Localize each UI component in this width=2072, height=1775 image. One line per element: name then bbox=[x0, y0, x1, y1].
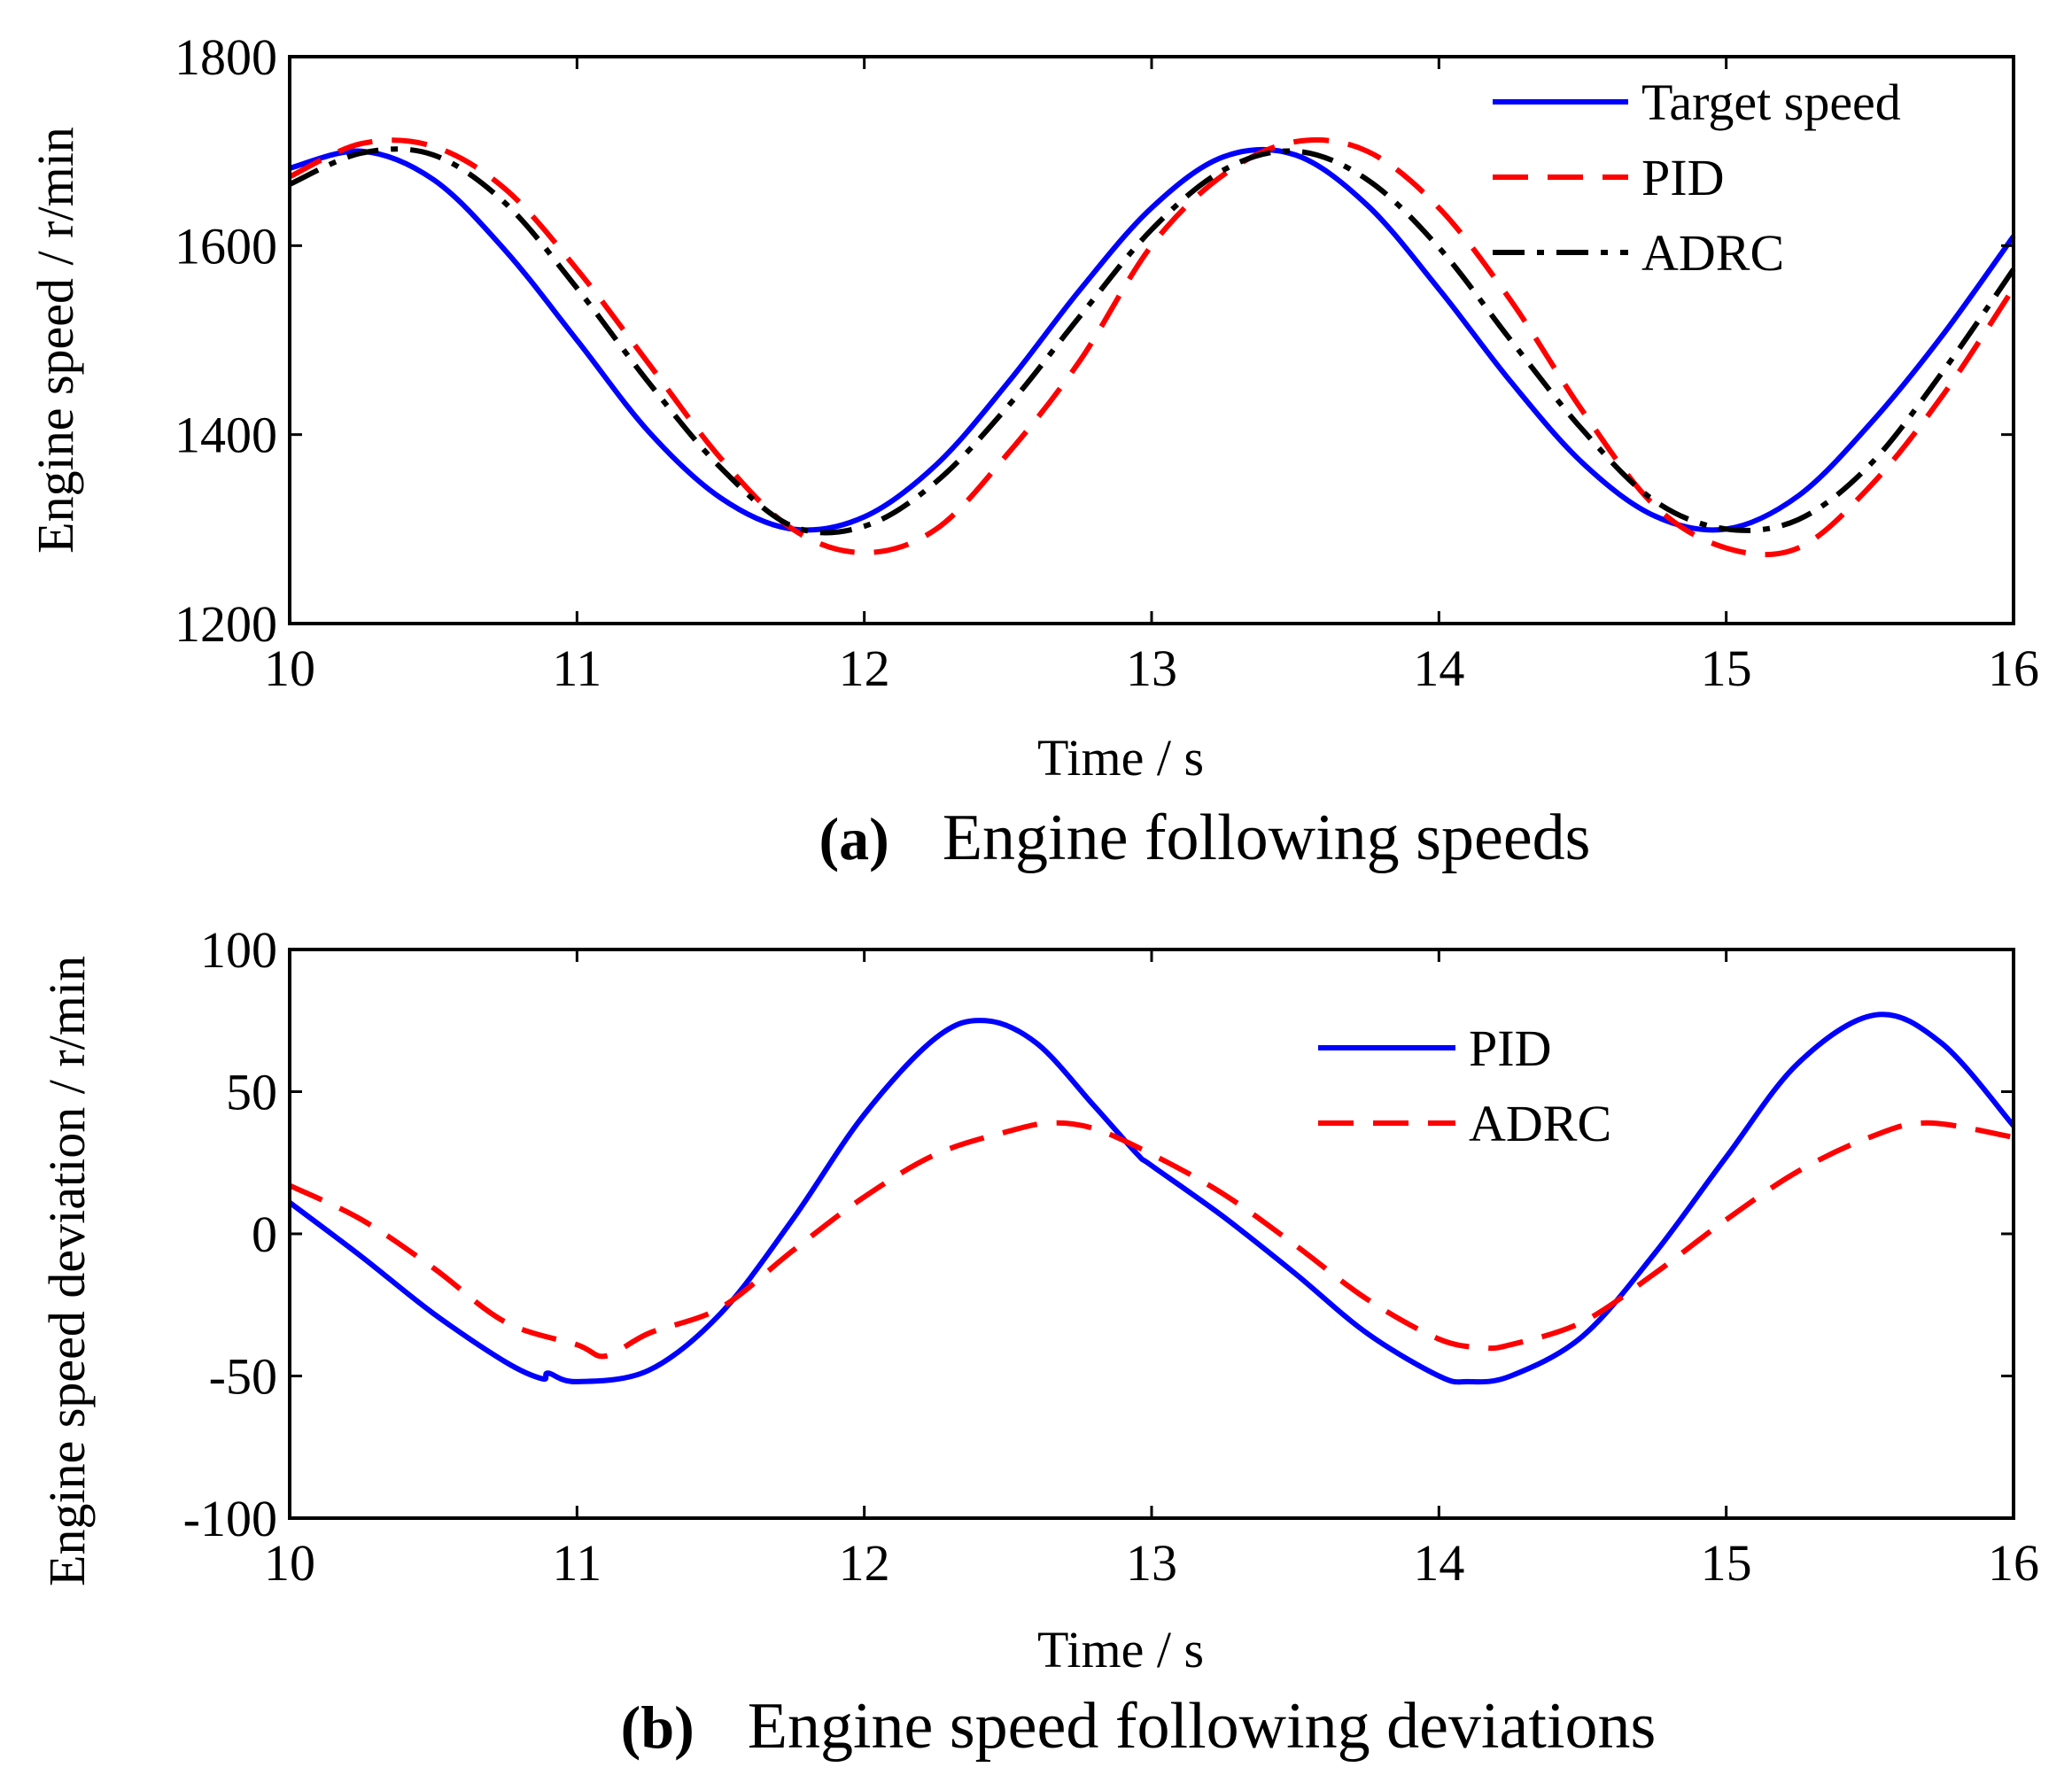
series-line-pid bbox=[288, 137, 2016, 558]
y-tick-label: -50 bbox=[209, 1348, 277, 1406]
x-tick-label: 13 bbox=[1126, 639, 1177, 697]
panel-b-caption-text: Engine speed following deviations bbox=[748, 1690, 1657, 1763]
y-tick-label: -100 bbox=[183, 1490, 277, 1547]
x-tick-label: 14 bbox=[1413, 639, 1464, 697]
x-tick-label: 12 bbox=[839, 1534, 890, 1592]
legend-label-pid: PID bbox=[1641, 149, 1724, 206]
legend-label-adrc: ADRC bbox=[1641, 224, 1784, 282]
x-tick-label: 13 bbox=[1126, 1534, 1177, 1592]
y-tick-label: 1200 bbox=[175, 595, 277, 653]
y-tick-label: 0 bbox=[252, 1205, 277, 1263]
legend-label-adrc-b: ADRC bbox=[1469, 1095, 1611, 1152]
x-tick-label: 11 bbox=[552, 1534, 601, 1592]
panel-a-caption-text: Engine following speeds bbox=[943, 802, 1591, 874]
y-tick-label: 1800 bbox=[175, 28, 277, 86]
panel-a-caption-letter: (a) bbox=[819, 805, 889, 872]
panel-b-x-axis-label: Time / s bbox=[1037, 1621, 1204, 1678]
x-tick-label: 14 bbox=[1413, 1534, 1464, 1592]
legend-label-target-speed: Target speed bbox=[1641, 74, 1901, 131]
panel-b-plot-frame bbox=[288, 948, 2015, 1520]
panel-a-legend: Target speed PID ADRC bbox=[1493, 74, 1901, 282]
y-tick-label: 1600 bbox=[175, 217, 277, 275]
x-tick-label: 12 bbox=[839, 639, 890, 697]
x-tick-label: 11 bbox=[552, 639, 601, 697]
series-line-target-speed bbox=[289, 146, 2016, 533]
x-tick-label: 16 bbox=[1988, 1534, 2039, 1592]
y-tick-label: 50 bbox=[226, 1064, 277, 1121]
panel-a-caption: (a) Engine following speeds bbox=[819, 802, 1591, 874]
panel-b-series-group bbox=[288, 1012, 2016, 1385]
legend-label-pid-b: PID bbox=[1469, 1019, 1551, 1077]
series-line-adrc bbox=[288, 1120, 2014, 1360]
x-tick-label: 10 bbox=[264, 1534, 315, 1592]
y-tick-label: 1400 bbox=[175, 407, 277, 464]
y-tick-label: 100 bbox=[200, 921, 277, 979]
panel-a-x-axis-label: Time / s bbox=[1037, 729, 1204, 787]
panel-b-deviations: 10 11 12 13 14 15 16 -100 -50 0 50 100 Time / s Eng… bbox=[38, 921, 2039, 1763]
panel-b-caption: (b) Engine speed following deviations bbox=[621, 1690, 1657, 1763]
series-line-pid bbox=[288, 1012, 2016, 1385]
panel-a-ticks: 10 11 12 13 14 15 16 1200 1400 1600 1800 bbox=[175, 28, 2039, 697]
panel-a-series-group bbox=[288, 137, 2016, 558]
x-tick-label: 10 bbox=[264, 639, 315, 697]
panel-a-plot-frame bbox=[288, 55, 2015, 625]
x-tick-label: 15 bbox=[1701, 1534, 1752, 1592]
x-tick-label: 16 bbox=[1988, 639, 2039, 697]
series-line-adrc bbox=[288, 146, 2016, 536]
panel-b-ticks: 10 11 12 13 14 15 16 -100 -50 0 50 100 bbox=[183, 921, 2039, 1592]
x-tick-label: 15 bbox=[1701, 639, 1752, 697]
panel-b-legend: PID ADRC bbox=[1318, 1019, 1611, 1152]
panel-b-caption-letter: (b) bbox=[621, 1694, 695, 1761]
panel-a-y-axis-label: Engine speed / r/min bbox=[27, 127, 84, 554]
panel-b-y-axis-label: Engine speed deviation / r/min bbox=[38, 956, 96, 1586]
